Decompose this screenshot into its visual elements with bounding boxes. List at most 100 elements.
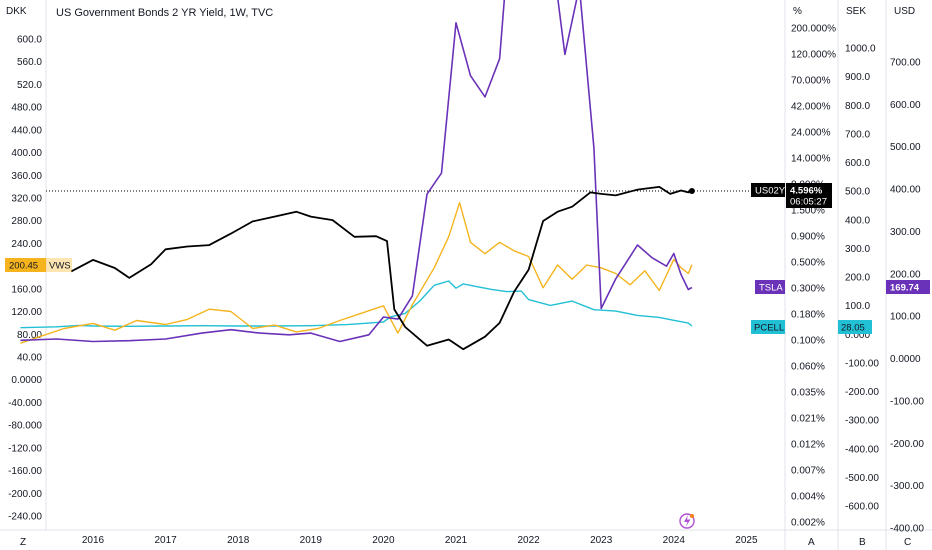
- time-axis: 2016 2017 2018 2019 2020 2021 2022 2023 2024 2025: [82, 535, 758, 546]
- tsla-value-tag: TSLA 169.74: [755, 280, 930, 294]
- x-tick-label: 2025: [735, 535, 758, 546]
- usd-tick-label: 700.00: [890, 58, 921, 69]
- us02y-last-point: [688, 188, 695, 194]
- usd-tick-label: -400.00: [890, 524, 924, 535]
- pct-scale-label[interactable]: %: [793, 6, 802, 17]
- usd-tick-label: 500.00: [890, 142, 921, 153]
- pct-tick-label: 0.002%: [791, 518, 825, 529]
- dkk-tick-label: 320.00: [11, 194, 42, 205]
- usd-tick-label: -100.00: [890, 396, 924, 407]
- dkk-tick-label: -160.00: [8, 466, 42, 477]
- usd-tick-label: 600.00: [890, 100, 921, 111]
- x-tick-label: 2023: [590, 535, 613, 546]
- sek-tick-label: 400.0: [845, 215, 870, 226]
- auto-scale-button[interactable]: A: [808, 537, 815, 548]
- sek-tick-label: -100.00: [845, 358, 879, 369]
- tsla-series-label: TSLA: [759, 283, 783, 294]
- sek-tick-label: 200.0: [845, 273, 870, 284]
- pct-tick-label: 0.500%: [791, 258, 825, 269]
- sek-tick-label: 800.0: [845, 101, 870, 112]
- x-tick-label: 2017: [154, 535, 177, 546]
- x-tick-label: 2016: [82, 535, 105, 546]
- sek-tick-label: 0.000: [845, 330, 870, 341]
- zoom-button[interactable]: Z: [20, 537, 26, 548]
- sek-currency-label[interactable]: SEK: [846, 6, 866, 17]
- usd-tick-label: 200.00: [890, 269, 921, 280]
- pct-tick-label: 0.012%: [791, 440, 825, 451]
- sek-tick-label: 700.0: [845, 129, 870, 140]
- pct-tick-label: 0.900%: [791, 232, 825, 243]
- dkk-tick-label: 280.00: [11, 216, 42, 227]
- series-line-vws[interactable]: [20, 201, 693, 344]
- usd-axis: 700.00 600.00 500.00 400.00 300.00 200.00 100.…: [890, 58, 924, 535]
- dkk-axis: 600.0 560.0 520.0 480.00 440.00 400.00 360.00 3…: [8, 35, 42, 523]
- sek-tick-label: 300.0: [845, 244, 870, 255]
- dkk-tick-label: 560.0: [17, 57, 42, 68]
- dkk-tick-label: -40.000: [8, 398, 42, 409]
- tsla-last-value: 169.74: [890, 283, 920, 294]
- events-lightning-icon[interactable]: [679, 513, 695, 529]
- x-tick-label: 2020: [372, 535, 395, 546]
- x-tick-label: 2018: [227, 535, 250, 546]
- usd-tick-label: -300.00: [890, 481, 924, 492]
- pct-tick-label: 0.100%: [791, 336, 825, 347]
- dkk-tick-label: -80.000: [8, 421, 42, 432]
- pct-tick-label: 42.000%: [791, 102, 831, 113]
- us02y-series-label: US02Y: [755, 186, 786, 197]
- dkk-tick-label: -240.00: [8, 512, 42, 523]
- pct-tick-label: 0.060%: [791, 362, 825, 373]
- pcell-value-tag: PCELL 28.05: [751, 320, 872, 334]
- usd-tick-label: -200.00: [890, 439, 924, 450]
- dkk-tick-label: 0.0000: [11, 375, 42, 386]
- series-line-tsla[interactable]: [20, 0, 693, 343]
- series-layer: [20, 0, 695, 351]
- countdown-timer: 06:05:27: [790, 197, 827, 208]
- x-tick-label: 2024: [663, 535, 686, 546]
- scale-c-button[interactable]: C: [904, 537, 911, 548]
- usd-tick-label: 400.00: [890, 185, 921, 196]
- sek-axis: 1000.0 900.0 800.0 700.0 600.0 500.0 400.0 300.…: [845, 44, 879, 513]
- pct-tick-label: 200.000%: [791, 24, 836, 35]
- pct-tick-label: 0.035%: [791, 388, 825, 399]
- dkk-currency-label[interactable]: DKK: [6, 6, 27, 17]
- svg-text:200.45: 200.45: [9, 261, 38, 272]
- sek-tick-label: -600.00: [845, 502, 879, 513]
- sek-tick-label: 900.0: [845, 72, 870, 83]
- vws-series-label: VWS: [49, 261, 71, 272]
- dkk-tick-label: 240.00: [11, 239, 42, 250]
- dkk-tick-label: -200.00: [8, 489, 42, 500]
- dkk-tick-label: -120.00: [8, 443, 42, 454]
- chart-title: US Government Bonds 2 YR Yield, 1W, TVC: [56, 7, 273, 19]
- pct-tick-label: 1.500%: [791, 206, 825, 217]
- dkk-tick-label: 480.00: [11, 103, 42, 114]
- sek-tick-label: 600.0: [845, 158, 870, 169]
- dkk-tick-label: 400.00: [11, 148, 42, 159]
- pct-tick-label: 0.007%: [791, 466, 825, 477]
- pct-tick-label: 0.021%: [791, 414, 825, 425]
- x-tick-label: 2019: [300, 535, 323, 546]
- pct-tick-label: 0.004%: [791, 492, 825, 503]
- usd-tick-label: 0.0000: [890, 354, 921, 365]
- dkk-tick-label: 80.00: [17, 330, 42, 341]
- sek-tick-label: -200.00: [845, 387, 879, 398]
- pct-tick-label: 120.000%: [791, 50, 836, 61]
- pct-tick-label: 70.000%: [791, 76, 831, 87]
- sek-tick-label: -500.00: [845, 473, 879, 484]
- scale-b-button[interactable]: B: [859, 537, 866, 548]
- dkk-tick-label: 160.00: [11, 284, 42, 295]
- series-line-us02y[interactable]: [70, 185, 693, 351]
- dkk-tick-label: 520.0: [17, 80, 42, 91]
- series-line-pcell[interactable]: [20, 280, 693, 329]
- pct-tick-label: 14.000%: [791, 154, 831, 165]
- pct-tick-label: 0.300%: [791, 284, 825, 295]
- usd-tick-label: 100.00: [890, 312, 921, 323]
- usd-currency-label[interactable]: USD: [894, 6, 915, 17]
- dkk-tick-label: 600.0: [17, 35, 42, 46]
- dkk-tick-label: 40.00: [17, 353, 42, 364]
- x-tick-label: 2022: [517, 535, 540, 546]
- sek-tick-label: -300.00: [845, 416, 879, 427]
- dkk-tick-label: 440.00: [11, 125, 42, 136]
- sek-tick-label: 500.0: [845, 187, 870, 198]
